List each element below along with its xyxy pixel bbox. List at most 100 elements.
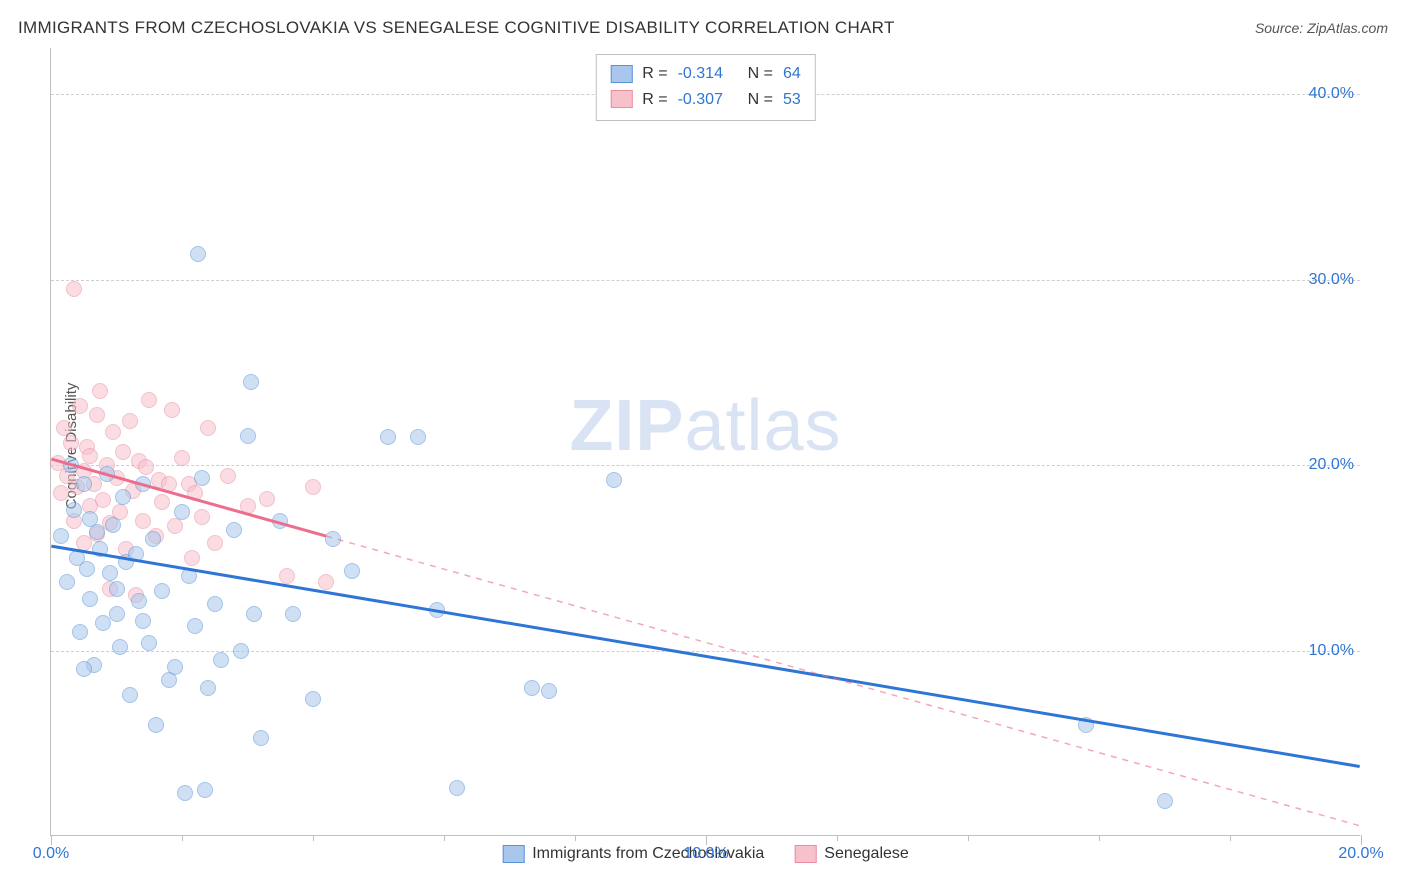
data-point — [102, 565, 118, 581]
data-point — [99, 466, 115, 482]
data-point — [259, 491, 275, 507]
data-point — [243, 374, 259, 390]
data-point — [305, 691, 321, 707]
data-point — [72, 624, 88, 640]
data-point — [200, 680, 216, 696]
x-minor-tick — [575, 835, 576, 841]
data-point — [148, 717, 164, 733]
data-point — [246, 606, 262, 622]
data-point — [66, 281, 82, 297]
data-point — [154, 583, 170, 599]
data-point — [161, 476, 177, 492]
legend-row: R =-0.314N =64 — [610, 61, 800, 87]
data-point — [305, 479, 321, 495]
series-legend-item: Senegalese — [794, 845, 909, 863]
data-point — [429, 602, 445, 618]
x-tick — [1361, 835, 1362, 845]
data-point — [606, 472, 622, 488]
data-point — [122, 687, 138, 703]
data-point — [449, 780, 465, 796]
legend-swatch — [610, 90, 632, 108]
data-point — [1157, 793, 1173, 809]
data-point — [240, 428, 256, 444]
data-point — [76, 476, 92, 492]
x-tick-label: 20.0% — [1338, 845, 1383, 863]
data-point — [524, 680, 540, 696]
legend-box: R =-0.314N =64R =-0.307N =53 — [595, 54, 815, 121]
data-point — [240, 498, 256, 514]
grid-line — [51, 280, 1360, 281]
y-tick-label: 30.0% — [1309, 271, 1354, 289]
x-minor-tick — [1099, 835, 1100, 841]
data-point — [82, 448, 98, 464]
data-point — [220, 468, 236, 484]
data-point — [66, 502, 82, 518]
x-minor-tick — [837, 835, 838, 841]
data-point — [410, 429, 426, 445]
data-point — [1078, 717, 1094, 733]
data-point — [187, 618, 203, 634]
data-point — [109, 581, 125, 597]
chart-title: IMMIGRANTS FROM CZECHOSLOVAKIA VS SENEGA… — [18, 18, 895, 38]
data-point — [184, 550, 200, 566]
data-point — [194, 509, 210, 525]
data-point — [115, 444, 131, 460]
data-point — [226, 522, 242, 538]
data-point — [105, 424, 121, 440]
legend-swatch — [794, 845, 816, 863]
data-point — [92, 383, 108, 399]
data-point — [53, 528, 69, 544]
data-point — [318, 574, 334, 590]
data-point — [174, 450, 190, 466]
data-point — [197, 782, 213, 798]
data-point — [53, 485, 69, 501]
data-point — [181, 568, 197, 584]
x-minor-tick — [313, 835, 314, 841]
y-tick-label: 20.0% — [1309, 456, 1354, 474]
x-minor-tick — [968, 835, 969, 841]
data-point — [344, 563, 360, 579]
data-point — [164, 402, 180, 418]
data-point — [59, 574, 75, 590]
data-point — [76, 661, 92, 677]
plot-area: ZIPatlas R =-0.314N =64R =-0.307N =53 Im… — [50, 48, 1360, 836]
data-point — [112, 639, 128, 655]
data-point — [272, 513, 288, 529]
data-point — [95, 492, 111, 508]
data-point — [131, 593, 147, 609]
data-point — [72, 398, 88, 414]
data-point — [285, 606, 301, 622]
data-point — [82, 591, 98, 607]
x-tick — [706, 835, 707, 845]
data-point — [380, 429, 396, 445]
data-point — [325, 531, 341, 547]
data-point — [135, 476, 151, 492]
data-point — [194, 470, 210, 486]
legend-swatch — [502, 845, 524, 863]
data-point — [79, 561, 95, 577]
data-point — [200, 420, 216, 436]
data-point — [167, 518, 183, 534]
legend-swatch — [610, 65, 632, 83]
data-point — [122, 413, 138, 429]
data-point — [207, 596, 223, 612]
data-point — [145, 531, 161, 547]
data-point — [141, 635, 157, 651]
data-point — [105, 517, 121, 533]
source-label: Source: ZipAtlas.com — [1255, 20, 1388, 36]
data-point — [63, 457, 79, 473]
data-point — [56, 420, 72, 436]
data-point — [154, 494, 170, 510]
data-point — [279, 568, 295, 584]
data-point — [128, 546, 144, 562]
data-point — [138, 459, 154, 475]
data-point — [89, 407, 105, 423]
x-minor-tick — [1230, 835, 1231, 841]
data-point — [109, 606, 125, 622]
data-point — [233, 643, 249, 659]
x-tick-label: 10.0% — [683, 845, 728, 863]
data-point — [213, 652, 229, 668]
y-tick-label: 40.0% — [1309, 85, 1354, 103]
data-point — [167, 659, 183, 675]
data-point — [190, 246, 206, 262]
